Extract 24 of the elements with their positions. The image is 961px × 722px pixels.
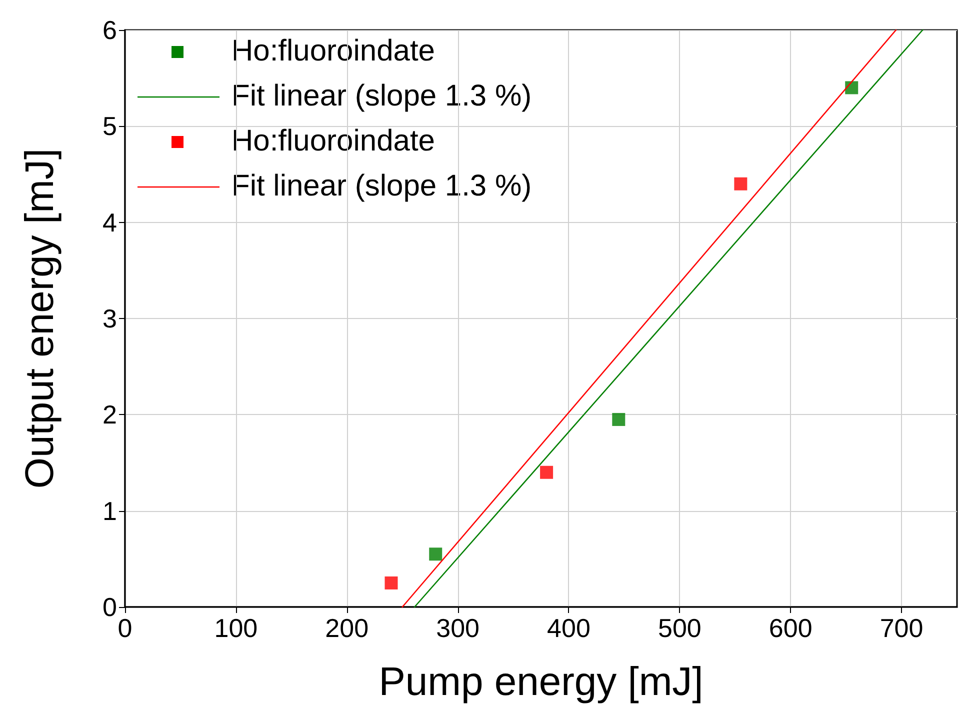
legend-label: Ho:fluoroindate [232, 34, 435, 68]
x-tick-label: 100 [214, 613, 258, 643]
point [734, 177, 748, 190]
point [540, 466, 554, 479]
legend-label: Ho:fluoroindate [232, 124, 435, 158]
y-tick-label: 1 [102, 496, 117, 526]
point [845, 81, 858, 94]
x-tick-label: 500 [658, 613, 702, 643]
y-tick-label: 5 [102, 111, 117, 142]
x-tick-label: 600 [768, 613, 812, 643]
point [384, 576, 398, 590]
point [612, 412, 626, 426]
y-tick-label: 3 [102, 304, 117, 334]
point [429, 548, 442, 561]
x-tick-label: 300 [436, 613, 480, 643]
x-axis-title: Pump energy [mJ] [378, 660, 704, 704]
y-axis-title: Output energy [mJ] [18, 148, 62, 489]
y-tick-label: 4 [102, 207, 117, 238]
y-tick-label: 2 [102, 400, 117, 430]
x-tick-label: 400 [547, 613, 590, 643]
y-tick-label: 6 [102, 15, 117, 45]
x-tick-label: 200 [325, 613, 369, 643]
x-tick-label: 700 [880, 613, 924, 643]
y-tick-label: 0 [102, 592, 117, 622]
